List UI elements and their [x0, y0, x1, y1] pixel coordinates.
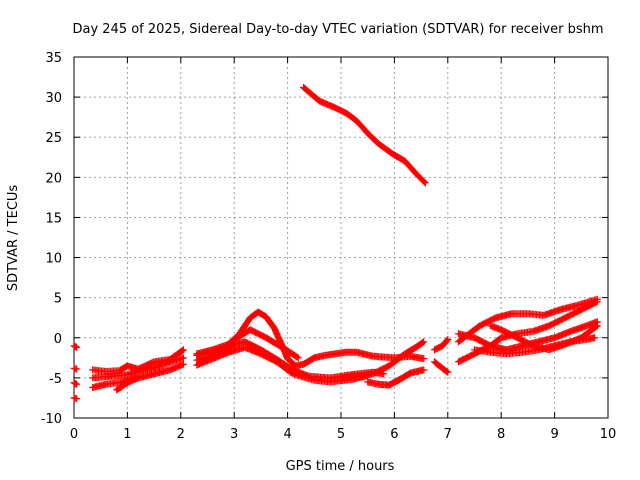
- data-point-markers: [113, 374, 142, 394]
- y-tick-label: 5: [54, 292, 62, 307]
- x-tick-label: 8: [497, 427, 505, 442]
- y-tick-label: -10: [41, 412, 62, 427]
- x-tick-label: 2: [177, 427, 185, 442]
- y-tick-label: 10: [45, 252, 62, 267]
- series-track-3: [70, 379, 81, 388]
- x-tick-label: 1: [123, 427, 131, 442]
- series-track-8: [113, 374, 142, 394]
- x-tick-label: 3: [230, 427, 238, 442]
- data-point-markers: [471, 334, 599, 358]
- series-track-17: [431, 358, 452, 376]
- series-track-15: [300, 84, 429, 187]
- y-tick-label: 35: [45, 51, 62, 66]
- series-track-12: [193, 326, 302, 362]
- series-track-4: [70, 394, 81, 403]
- data-point-markers: [337, 338, 428, 382]
- x-tick-label: 0: [70, 427, 78, 442]
- y-tick-label: 20: [45, 171, 62, 186]
- data-point-markers: [70, 364, 81, 373]
- data-point-markers: [70, 342, 81, 351]
- x-axis-label: GPS time / hours: [286, 459, 395, 474]
- x-tick-label: 6: [390, 427, 398, 442]
- y-tick-label: 15: [45, 211, 62, 226]
- y-tick-label: -5: [49, 372, 62, 387]
- series-track-1: [70, 342, 81, 351]
- series-track-20: [455, 318, 601, 354]
- x-tick-label: 5: [337, 427, 345, 442]
- y-tick-label: 25: [45, 131, 62, 146]
- data-point-markers: [70, 379, 81, 388]
- x-tick-label: 9: [550, 427, 558, 442]
- x-tick-label: 10: [600, 427, 617, 442]
- data-point-markers: [431, 358, 452, 376]
- data-point-markers: [455, 295, 601, 346]
- data-point-markers: [455, 318, 601, 354]
- data-point-markers: [431, 335, 452, 354]
- data-point-markers: [300, 84, 429, 187]
- chart-title: Day 245 of 2025, Sidereal Day-to-day VTE…: [72, 22, 603, 37]
- y-axis-label: SDTVAR / TECUs: [6, 185, 21, 292]
- series-track-16: [431, 335, 452, 354]
- y-tick-label: 30: [45, 91, 62, 106]
- series-track-22: [471, 334, 599, 358]
- data-point-markers: [364, 366, 428, 389]
- series-track-18: [455, 295, 601, 346]
- series-track-14: [364, 366, 428, 389]
- x-tick-label: 4: [283, 427, 291, 442]
- series-track-2: [70, 364, 81, 373]
- data-layer: [70, 84, 601, 403]
- data-point-markers: [193, 326, 302, 362]
- series-track-13: [337, 338, 428, 382]
- y-tick-label: 0: [54, 332, 62, 347]
- x-tick-label: 7: [444, 427, 452, 442]
- series-track-6: [89, 354, 187, 382]
- data-point-markers: [70, 394, 81, 403]
- axis-ticks: 0 1 2 3 4 5 6 7 8 9 10 -10 -5 0 5 10 15 20 25 30 35: [41, 51, 617, 442]
- data-point-markers: [89, 354, 187, 382]
